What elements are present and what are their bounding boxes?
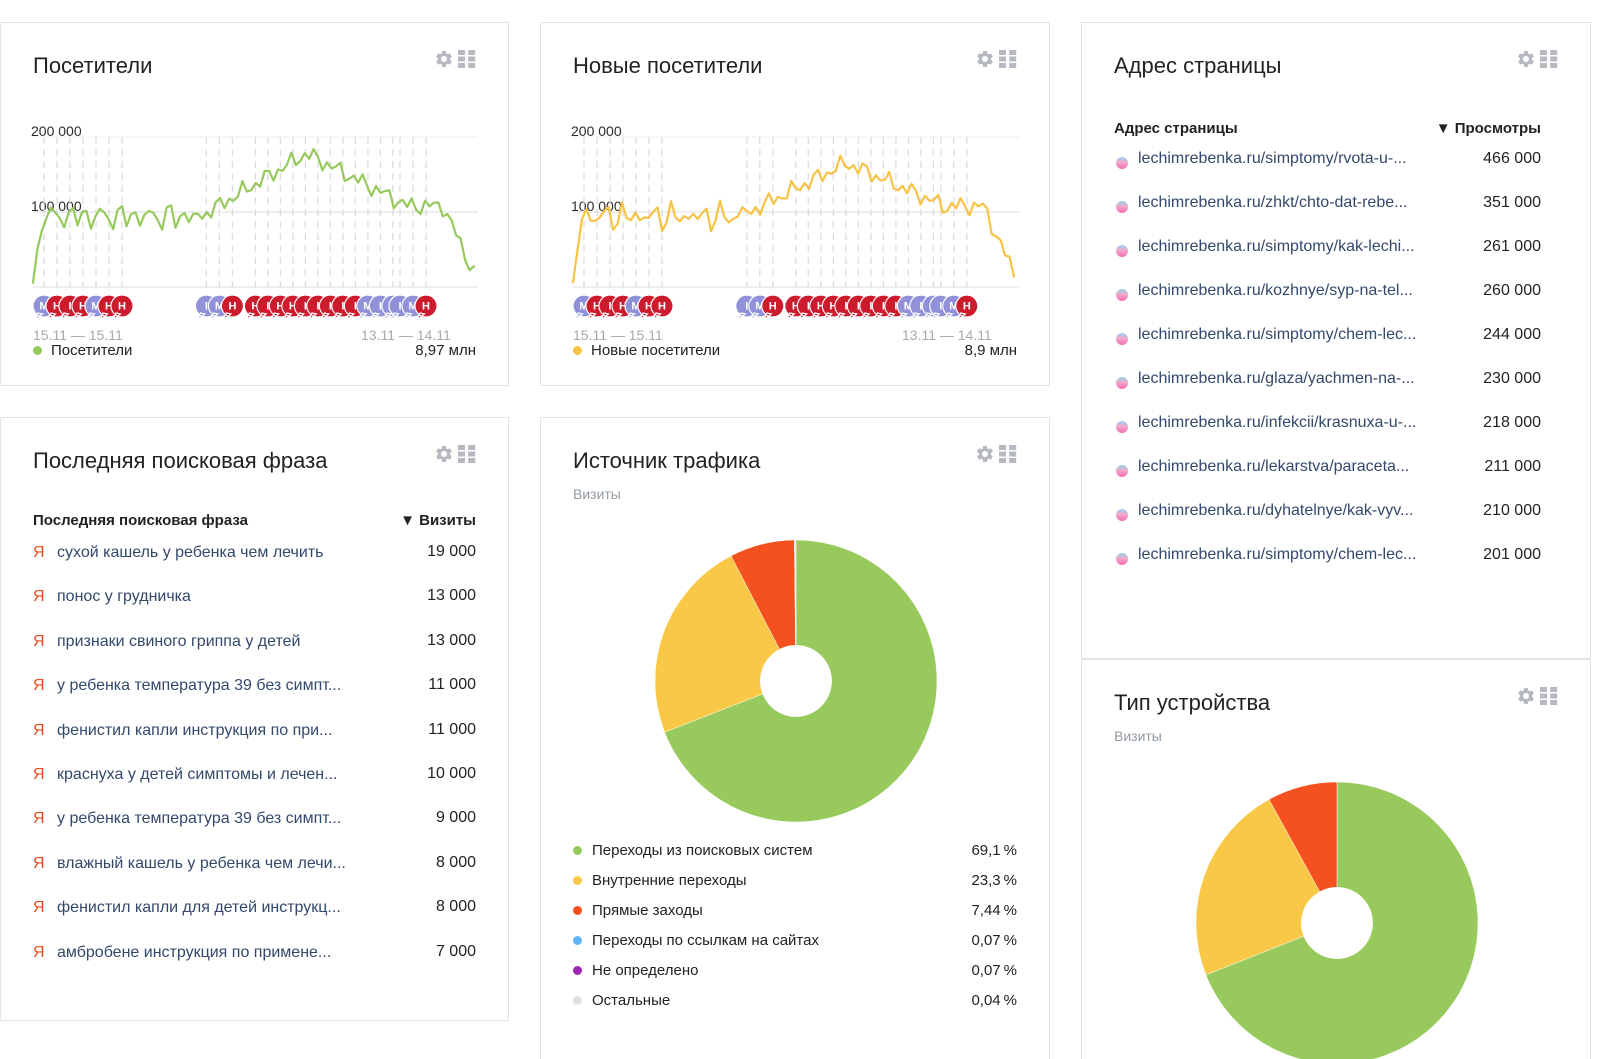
svg-text:I: I	[939, 301, 942, 313]
svg-text:H: H	[228, 301, 236, 313]
svg-text:H: H	[422, 301, 430, 313]
svg-text:I: I	[398, 301, 401, 313]
svg-text:I: I	[745, 301, 748, 313]
svg-text:I: I	[68, 301, 71, 313]
svg-text:I: I	[608, 301, 611, 313]
svg-text:H: H	[118, 301, 126, 313]
svg-text:H: H	[658, 301, 666, 313]
svg-text:H: H	[769, 301, 777, 313]
svg-text:I: I	[205, 301, 208, 313]
svg-text:H: H	[963, 301, 971, 313]
